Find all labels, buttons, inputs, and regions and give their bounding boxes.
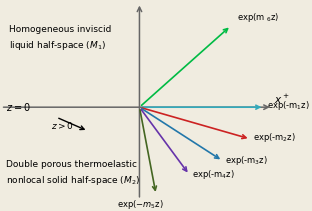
Text: liquid half-space $(\mathit{M}_1)$: liquid half-space $(\mathit{M}_1)$ [9,39,106,52]
Text: $x^+$: $x^+$ [274,93,290,106]
Text: Homogeneous inviscid: Homogeneous inviscid [9,25,111,34]
Text: Double porous thermoelastic: Double porous thermoelastic [6,160,137,169]
Text: exp($-m_5$z): exp($-m_5$z) [117,198,164,211]
Text: exp(m $_{6}$z): exp(m $_{6}$z) [236,11,279,24]
Text: $z=0$: $z=0$ [6,101,31,113]
Text: exp(-m$_2$z): exp(-m$_2$z) [253,131,296,143]
Text: exp(-m$_4$z): exp(-m$_4$z) [192,168,235,181]
Text: nonlocal solid half-space $(\mathit{M}_2)$: nonlocal solid half-space $(\mathit{M}_2… [6,174,140,187]
Text: exp(-m$_3$z): exp(-m$_3$z) [226,154,268,168]
Text: exp(-m$_1$z): exp(-m$_1$z) [267,99,310,112]
Text: $z>0$: $z>0$ [51,120,74,131]
